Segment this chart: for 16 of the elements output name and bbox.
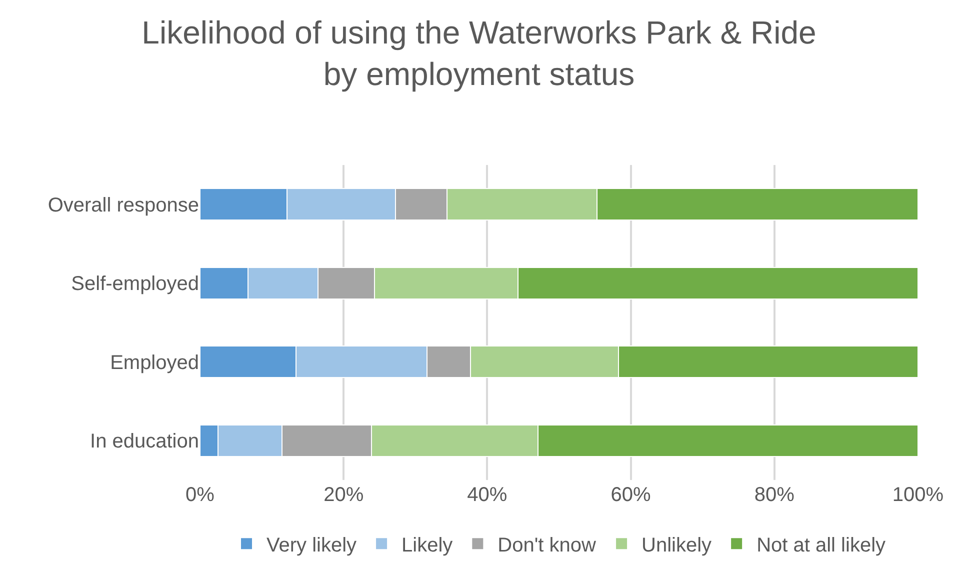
legend-label: Unlikely (642, 534, 712, 556)
legend-label: Not at all likely (756, 534, 886, 556)
y-tick-label: In education (90, 430, 199, 453)
legend-label: Likely (402, 534, 453, 556)
y-tick-label: Employed (110, 352, 199, 374)
x-tick-label: 60% (610, 484, 652, 506)
x-tick-label: 80% (754, 484, 795, 506)
chart-title: Likelihood of using the Waterworks Park & Ride by employment status (142, 14, 816, 92)
x-tick-label: 40% (467, 484, 508, 506)
x-tick-label: 20% (324, 484, 364, 506)
legend-label: Very likely (266, 534, 357, 556)
y-tick-label: Overall response (48, 194, 199, 216)
legend-label: Don't know (498, 534, 597, 556)
x-tick-label: 100% (892, 484, 944, 506)
x-tick-label: 0% (186, 484, 215, 506)
y-tick-label: Self-employed (71, 273, 199, 296)
